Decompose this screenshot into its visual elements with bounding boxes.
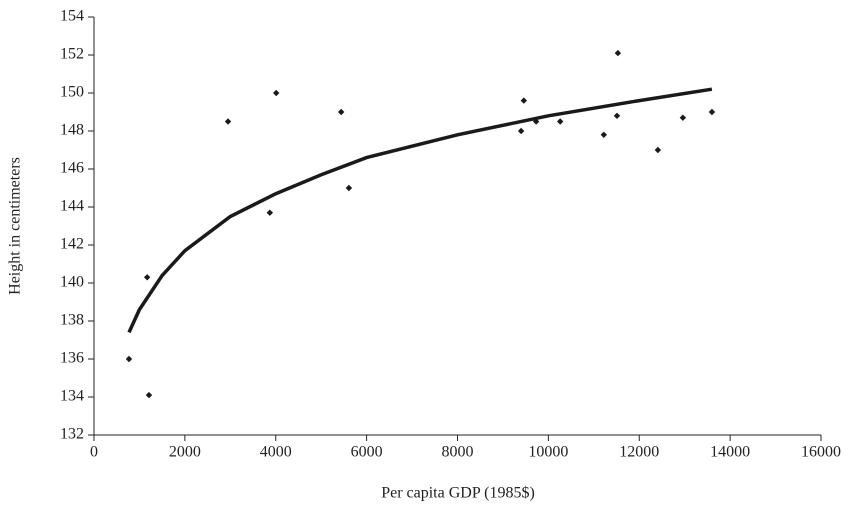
y-tick-label: 138 xyxy=(60,312,84,329)
y-tick-label: 140 xyxy=(60,274,84,291)
data-point xyxy=(145,391,153,399)
data-point xyxy=(708,108,716,116)
data-point xyxy=(273,89,280,97)
x-tick-label: 14000 xyxy=(710,444,750,461)
y-tick-label: 144 xyxy=(60,198,84,215)
data-point xyxy=(556,118,564,125)
x-tick-label: 8000 xyxy=(442,444,474,461)
y-tick-label: 146 xyxy=(60,160,84,177)
x-tick-label: 4000 xyxy=(260,444,292,461)
data-point xyxy=(517,127,525,135)
data-point xyxy=(520,97,528,104)
x-tick-label: 2000 xyxy=(169,444,201,461)
data-point xyxy=(143,274,151,281)
data-point xyxy=(224,118,232,125)
data-point xyxy=(600,131,608,138)
y-tick-label: 152 xyxy=(60,46,84,63)
data-point xyxy=(337,108,345,116)
data-point xyxy=(654,146,662,154)
y-tick-label: 134 xyxy=(60,388,84,405)
data-point xyxy=(345,184,353,192)
y-tick-label: 136 xyxy=(60,350,84,367)
x-tick-label: 16000 xyxy=(801,444,841,461)
x-tick-label: 10000 xyxy=(528,444,568,461)
data-point xyxy=(532,118,540,125)
y-tick-label: 150 xyxy=(60,84,84,101)
y-tick-label: 142 xyxy=(60,236,84,253)
y-tick-label: 132 xyxy=(60,426,84,443)
x-axis-label: Per capita GDP (1985$) xyxy=(381,485,535,502)
data-point xyxy=(613,112,621,119)
data-point xyxy=(614,49,622,57)
data-point xyxy=(679,114,687,121)
y-axis-label: Height in centimeters xyxy=(7,157,24,295)
x-tick-label: 6000 xyxy=(351,444,383,461)
y-tick-label: 148 xyxy=(60,122,84,139)
y-tick-label: 154 xyxy=(60,8,84,25)
fit-curve xyxy=(127,87,713,334)
data-point xyxy=(266,209,274,216)
data-point xyxy=(125,355,133,363)
x-tick-label: 12000 xyxy=(619,444,659,461)
x-tick-label: 0 xyxy=(90,444,98,461)
